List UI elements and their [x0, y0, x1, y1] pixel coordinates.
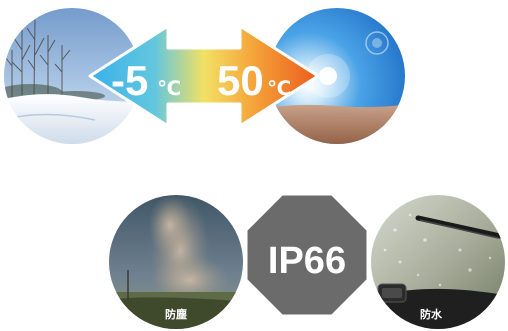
temperature-range-arrow — [88, 24, 320, 128]
low-temperature-value: -5 — [111, 57, 148, 104]
water-proof-caption: 防水 — [420, 307, 443, 321]
ip-rating-octagon — [244, 192, 370, 318]
ip-rating-label: IP66 — [268, 240, 346, 282]
dust-proof-caption: 防塵 — [165, 307, 187, 321]
high-temperature-unit: ℃ — [267, 78, 291, 100]
high-temperature-value: 50 — [217, 57, 264, 104]
low-temperature-unit: ℃ — [157, 78, 181, 100]
